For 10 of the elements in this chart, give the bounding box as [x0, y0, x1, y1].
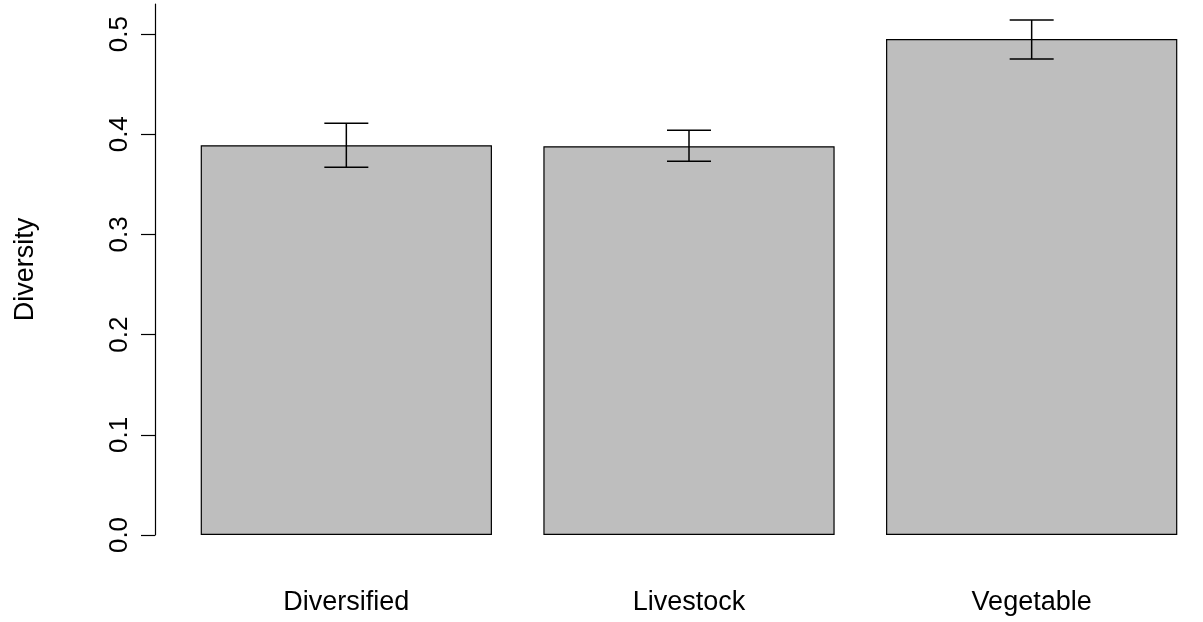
x-tick-label: Diversified — [283, 585, 410, 616]
y-tick-label: 0.3 — [103, 216, 133, 253]
x-tick-label: Livestock — [632, 585, 746, 616]
y-tick-label: 0.5 — [103, 15, 133, 53]
y-tick-label: 0.2 — [103, 316, 133, 353]
y-tick-label: 0.4 — [103, 116, 133, 153]
y-tick-label: 0.1 — [103, 416, 133, 453]
y-tick-label: 0.0 — [103, 516, 133, 554]
x-tick-label: Vegetable — [971, 585, 1092, 616]
y-axis-title: Diversity — [8, 217, 39, 322]
